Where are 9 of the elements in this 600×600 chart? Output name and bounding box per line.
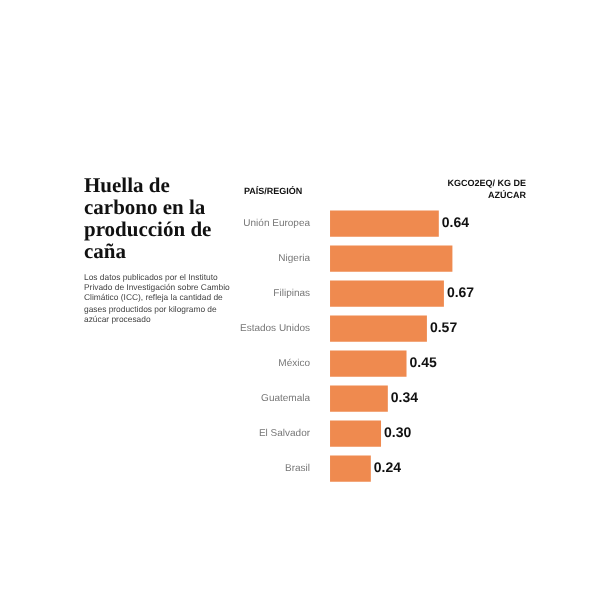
- bar: [330, 455, 371, 482]
- bar: [330, 280, 444, 307]
- bar: [330, 420, 382, 447]
- bar: [330, 350, 407, 377]
- bar: [330, 315, 427, 342]
- bar: [330, 210, 439, 237]
- bar: [330, 385, 388, 412]
- text: Huella de carbono en la producción de caña: [84, 176, 214, 264]
- bar: [330, 245, 453, 272]
